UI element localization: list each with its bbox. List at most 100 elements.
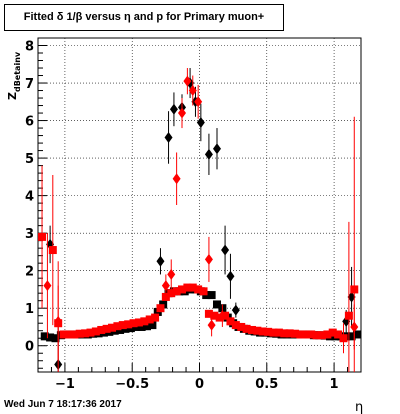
x-tick-label: −1 bbox=[55, 377, 75, 392]
data-point-square bbox=[253, 326, 262, 335]
data-point-square bbox=[64, 330, 73, 339]
data-point-diamond bbox=[178, 107, 187, 119]
data-point-square bbox=[296, 330, 305, 339]
data-point-diamond bbox=[212, 143, 221, 155]
data-point-square bbox=[134, 318, 143, 327]
data-point-square bbox=[350, 285, 359, 294]
data-point-square bbox=[258, 327, 267, 336]
data-point-square bbox=[124, 320, 133, 329]
data-point-square bbox=[199, 287, 208, 296]
y-tick-label: 6 bbox=[25, 115, 34, 130]
y-tick-label: 1 bbox=[25, 302, 34, 317]
data-point-square bbox=[212, 300, 221, 309]
data-point-diamond bbox=[43, 280, 52, 292]
data-point-square bbox=[178, 285, 187, 294]
data-point-square bbox=[118, 321, 127, 330]
data-point-square bbox=[221, 311, 230, 320]
data-point-square bbox=[102, 324, 111, 333]
y-tick-label: 7 bbox=[25, 77, 34, 92]
data-point-square bbox=[75, 329, 84, 338]
data-point-square bbox=[151, 313, 160, 322]
data-point-square bbox=[59, 330, 68, 339]
data-point-diamond bbox=[194, 96, 203, 108]
data-point-square bbox=[231, 321, 240, 330]
y-tick-label: 4 bbox=[25, 190, 34, 205]
y-tick-label: 2 bbox=[25, 265, 34, 280]
data-point-diamond bbox=[196, 116, 205, 128]
data-point-diamond bbox=[164, 131, 173, 143]
data-point-square bbox=[70, 330, 79, 339]
y-tick-label: 0 bbox=[25, 340, 34, 355]
timestamp: Wed Jun 7 18:17:36 2017 bbox=[4, 399, 122, 410]
data-point-square bbox=[108, 323, 117, 332]
data-point-square bbox=[264, 327, 273, 336]
y-axis-label-subscript: dBetainv bbox=[13, 51, 22, 92]
data-point-square bbox=[183, 283, 192, 292]
data-point-square bbox=[307, 330, 316, 339]
data-point-diamond bbox=[204, 148, 213, 160]
data-point-square bbox=[137, 322, 146, 331]
data-point-square bbox=[129, 319, 138, 328]
data-point-square bbox=[215, 313, 224, 322]
data-point-square bbox=[280, 329, 289, 338]
data-point-square bbox=[344, 311, 353, 320]
data-point-diamond bbox=[156, 255, 165, 267]
data-point-square bbox=[285, 329, 294, 338]
data-point-square bbox=[328, 328, 337, 337]
data-point-diamond bbox=[221, 244, 230, 256]
x-axis-label: η bbox=[355, 400, 363, 414]
data-point-square bbox=[48, 246, 57, 255]
y-axis-label: ZdBetainv bbox=[6, 51, 22, 100]
data-point-square bbox=[46, 333, 55, 342]
data-point-square bbox=[242, 324, 251, 333]
axes: −1 −0.5 0 0.5 1 0 1 2 3 4 5 6 7 8 bbox=[25, 37, 362, 392]
data-point-square bbox=[323, 330, 332, 339]
x-tick-label: 0 bbox=[195, 377, 204, 392]
data-point-square bbox=[301, 330, 310, 339]
data-point-square bbox=[156, 304, 165, 313]
data-point-square bbox=[291, 329, 300, 338]
data-point-square bbox=[352, 330, 361, 339]
data-point-square bbox=[51, 334, 60, 343]
data-point-square bbox=[339, 334, 348, 343]
data-point-square bbox=[269, 328, 278, 337]
data-point-diamond bbox=[207, 319, 216, 331]
data-point-square bbox=[86, 328, 95, 337]
data-points bbox=[38, 68, 361, 372]
data-point-square bbox=[81, 329, 90, 338]
data-point-diamond bbox=[188, 85, 197, 97]
data-point-diamond bbox=[183, 75, 192, 87]
data-point-square bbox=[347, 332, 356, 341]
plot-frame bbox=[37, 37, 362, 373]
y-axis-label-main: Z bbox=[6, 92, 19, 100]
data-point-square bbox=[97, 325, 106, 334]
y-tick-label: 5 bbox=[25, 152, 34, 167]
chart-title: Fitted δ 1/β versus η and p for Primary … bbox=[23, 11, 265, 23]
data-point-square bbox=[40, 332, 49, 341]
data-point-square bbox=[188, 283, 197, 292]
data-point-square bbox=[167, 289, 176, 298]
title-box: Fitted δ 1/β versus η and p for Primary … bbox=[4, 4, 284, 31]
data-point-diamond bbox=[204, 253, 213, 265]
data-point-square bbox=[140, 317, 149, 326]
data-point-square bbox=[274, 328, 283, 337]
data-point-diamond bbox=[167, 268, 176, 280]
x-tick-label: 0.5 bbox=[255, 377, 278, 392]
data-point-square bbox=[207, 291, 216, 300]
data-point-square bbox=[237, 322, 246, 331]
data-point-square bbox=[38, 232, 47, 241]
data-point-square bbox=[312, 331, 321, 340]
data-point-square bbox=[194, 285, 203, 294]
data-point-diamond bbox=[161, 280, 170, 292]
data-point-square bbox=[172, 287, 181, 296]
x-tick-label: 1 bbox=[330, 377, 339, 392]
data-point-square bbox=[317, 331, 326, 340]
x-tick-label: −0.5 bbox=[115, 377, 149, 392]
data-point-diamond bbox=[169, 103, 178, 115]
data-point-square bbox=[161, 292, 170, 301]
data-point-diamond bbox=[226, 270, 235, 282]
data-point-square bbox=[247, 325, 256, 334]
data-point-diamond bbox=[347, 291, 356, 303]
data-point-square bbox=[210, 311, 219, 320]
